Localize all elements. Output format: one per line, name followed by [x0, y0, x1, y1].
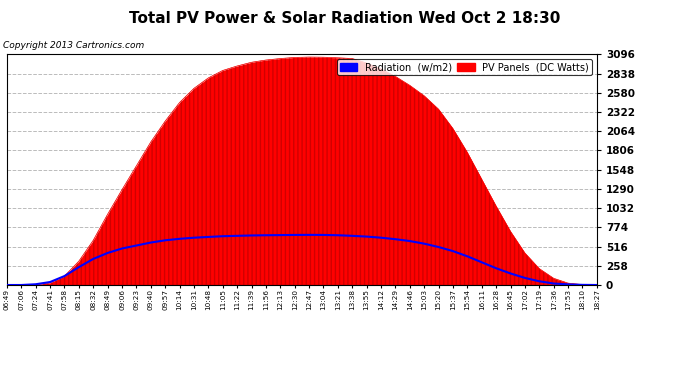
- Legend: Radiation  (w/m2), PV Panels  (DC Watts): Radiation (w/m2), PV Panels (DC Watts): [337, 59, 592, 75]
- Text: Total PV Power & Solar Radiation Wed Oct 2 18:30: Total PV Power & Solar Radiation Wed Oct…: [129, 11, 561, 26]
- Text: Copyright 2013 Cartronics.com: Copyright 2013 Cartronics.com: [3, 41, 145, 50]
